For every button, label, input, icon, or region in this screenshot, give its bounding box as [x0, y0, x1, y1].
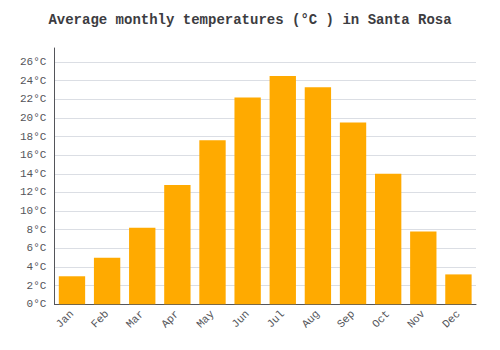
svg-text:8°C: 8°C — [27, 224, 47, 236]
svg-text:Jul: Jul — [265, 308, 287, 330]
svg-text:Aug: Aug — [300, 308, 322, 330]
svg-text:Oct: Oct — [370, 308, 392, 330]
svg-text:Mar: Mar — [124, 308, 146, 330]
svg-text:14°C: 14°C — [20, 168, 47, 180]
svg-text:16°C: 16°C — [20, 149, 47, 161]
svg-text:Dec: Dec — [440, 308, 462, 330]
svg-text:May: May — [194, 308, 217, 331]
svg-text:Apr: Apr — [159, 308, 181, 330]
svg-text:22°C: 22°C — [20, 93, 47, 105]
svg-text:20°C: 20°C — [20, 112, 47, 124]
svg-text:24°C: 24°C — [20, 75, 47, 87]
svg-text:12°C: 12°C — [20, 186, 47, 198]
svg-text:Sep: Sep — [335, 308, 357, 330]
svg-text:6°C: 6°C — [27, 242, 47, 254]
svg-text:2°C: 2°C — [27, 280, 47, 292]
svg-text:10°C: 10°C — [20, 205, 47, 217]
svg-text:Jan: Jan — [54, 308, 76, 330]
svg-text:26°C: 26°C — [20, 56, 47, 68]
svg-text:Jun: Jun — [229, 308, 251, 330]
svg-text:Average monthly temperatures (: Average monthly temperatures (°C ) in Sa… — [48, 12, 452, 28]
svg-text:Feb: Feb — [89, 308, 111, 330]
svg-text:18°C: 18°C — [20, 131, 47, 143]
svg-text:0°C: 0°C — [27, 298, 47, 310]
svg-text:4°C: 4°C — [27, 261, 47, 273]
svg-text:Nov: Nov — [405, 308, 428, 331]
